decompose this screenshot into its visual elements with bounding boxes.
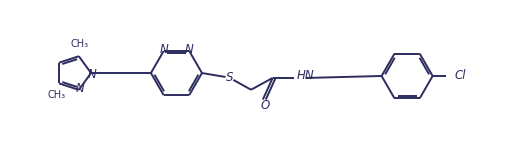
Text: CH₃: CH₃ — [47, 90, 65, 100]
Text: N: N — [76, 82, 84, 95]
Text: Cl: Cl — [454, 69, 466, 82]
Text: N: N — [185, 43, 194, 56]
Text: CH₃: CH₃ — [71, 39, 89, 49]
Text: S: S — [226, 71, 233, 84]
Text: N: N — [88, 67, 96, 80]
Text: O: O — [260, 99, 269, 112]
Text: N: N — [159, 43, 168, 56]
Text: HN: HN — [296, 69, 314, 82]
